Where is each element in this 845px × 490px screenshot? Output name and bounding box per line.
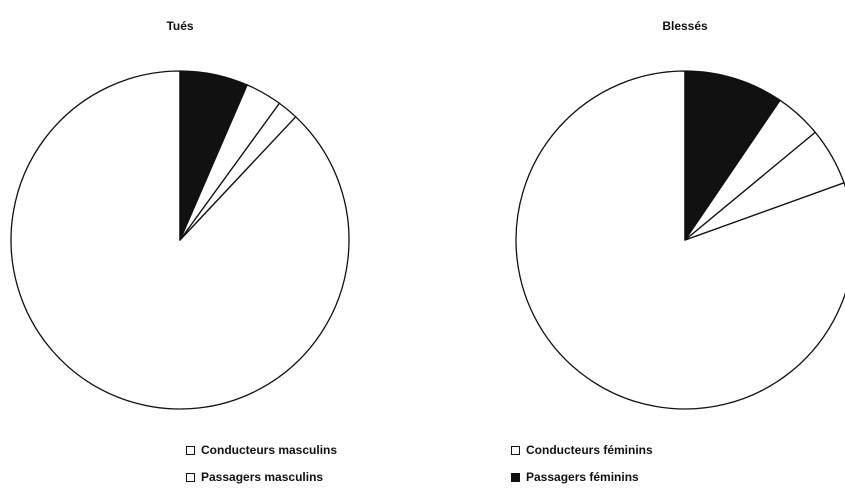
pie-slice-passagers-feminins <box>684 70 781 241</box>
legend-label: Conducteurs féminins <box>526 443 653 457</box>
legend-swatch <box>186 445 195 455</box>
legend-label: Conducteurs masculins <box>201 443 338 457</box>
pie-title-tues: Tués <box>166 19 193 33</box>
legend-item-passagers-masculins: Passagers masculins <box>186 470 323 484</box>
legend-label: Passagers féminins <box>526 470 639 484</box>
legend-swatch <box>511 445 520 455</box>
pie-slice-conducteurs-masculins <box>515 70 845 410</box>
legend-swatch <box>511 472 520 482</box>
legend-swatch <box>186 472 195 482</box>
legend-item-passagers-feminins: Passagers féminins <box>511 470 639 484</box>
pie-slice-conducteurs-masculins <box>10 70 350 410</box>
legend-item-conducteurs-feminins: Conducteurs féminins <box>511 443 653 457</box>
legend-item-conducteurs-masculins: Conducteurs masculins <box>186 443 337 457</box>
pie-slice-passagers-feminins <box>179 70 248 241</box>
pie-blesses <box>515 70 845 410</box>
legend-label: Passagers masculins <box>201 470 324 484</box>
pie-title-blesses: Blessés <box>662 19 708 33</box>
pie-tues <box>10 70 350 410</box>
